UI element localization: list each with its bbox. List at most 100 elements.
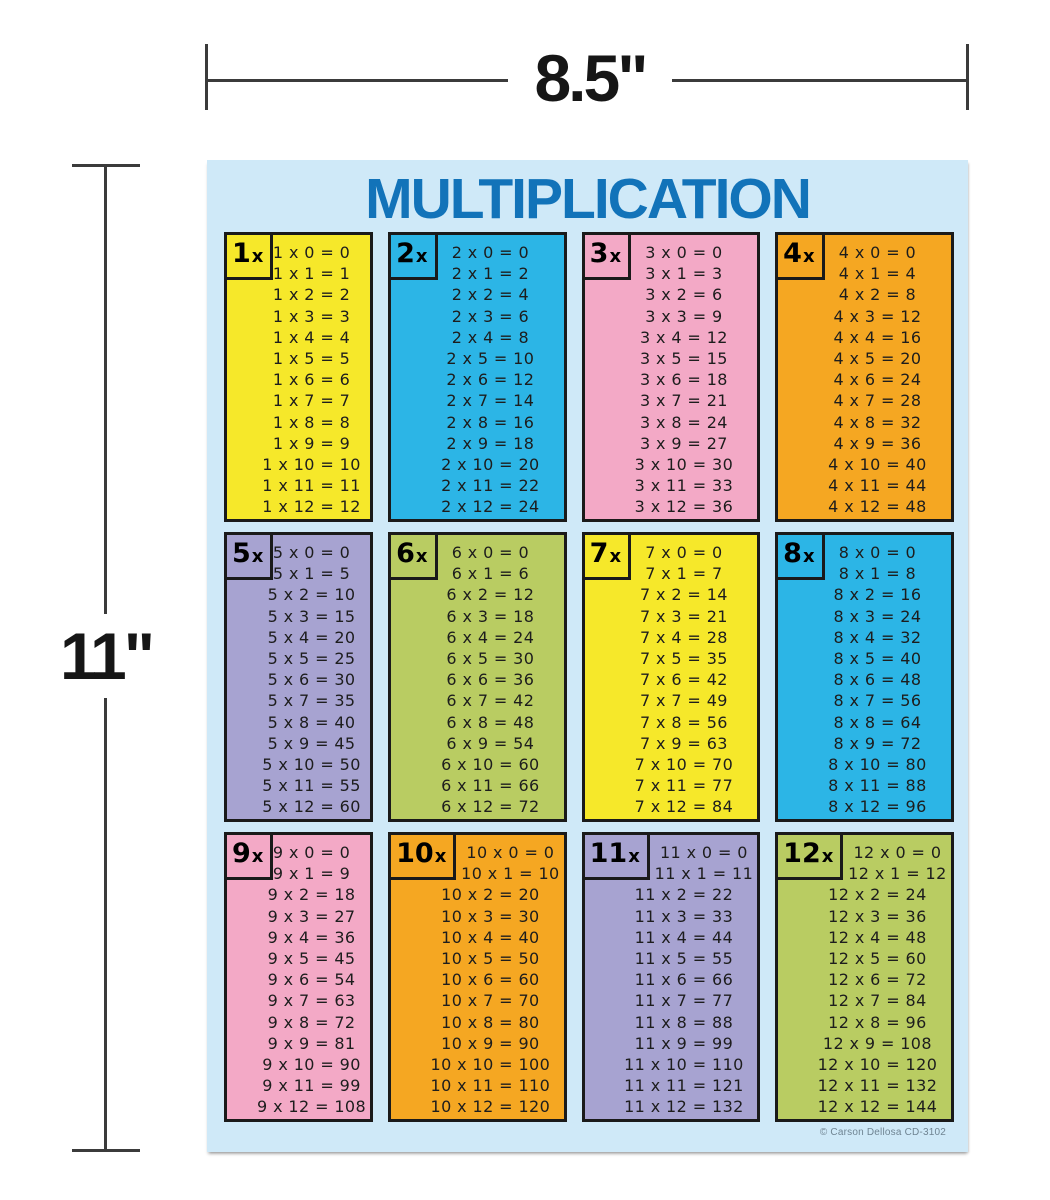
fact-line: 3 x 4 = 12 (639, 327, 728, 347)
fact-line: 7 x 1 = 7 (645, 564, 723, 584)
fact-line: 9 x 6 = 54 (267, 970, 356, 990)
fact-line: 9 x 2 = 18 (267, 885, 356, 905)
fact-line: 6 x 1 = 6 (451, 564, 530, 584)
panel-label: 4x (775, 232, 825, 280)
fact-line: 3 x 0 = 0 (645, 243, 723, 262)
panel-label: 3x (581, 232, 632, 280)
fact-line: 2 x 10 = 20 (441, 455, 540, 475)
fact-line: 5 x 6 = 30 (267, 670, 356, 690)
fact-line: 10 x 5 = 50 (441, 949, 540, 969)
fact-line: 1 x 8 = 8 (272, 412, 351, 432)
fact-line: 11 x 12 = 132 (624, 1097, 744, 1117)
times-symbol: x (434, 846, 447, 867)
fact-line: 12 x 7 = 84 (828, 991, 927, 1011)
fact-line: 4 x 1 = 4 (838, 264, 917, 284)
fact-line: 2 x 8 = 16 (446, 412, 535, 432)
fact-line: 11 x 6 = 66 (634, 970, 734, 990)
times-symbol: x (821, 846, 834, 867)
panel-factor: 5 (232, 538, 251, 569)
fact-line: 1 x 10 = 10 (262, 455, 361, 475)
fact-line: 8 x 7 = 56 (833, 691, 922, 711)
panel-label: 2x (388, 232, 438, 280)
fact-line: 9 x 8 = 72 (267, 1012, 356, 1032)
fact-line: 2 x 0 = 0 (451, 243, 530, 262)
panel-factor: 4 (783, 238, 802, 269)
fact-line: 12 x 9 = 108 (822, 1033, 932, 1053)
fact-line: 12 x 1 = 12 (848, 864, 947, 884)
fact-line: 7 x 6 = 42 (639, 670, 728, 690)
times-symbol: x (251, 246, 264, 267)
fact-line: 11 x 1 = 11 (654, 864, 754, 884)
fact-line: 12 x 0 = 0 (853, 843, 942, 862)
fact-line: 11 x 5 = 55 (634, 949, 734, 969)
fact-line: 3 x 7 = 21 (639, 391, 728, 411)
fact-line: 10 x 6 = 60 (441, 970, 540, 990)
times-table-panel-11x: 11x 11 x 0 = 0 11 x 1 = 11 11 x 2 = 22 11 x… (581, 832, 761, 1122)
fact-line: 9 x 10 = 90 (262, 1055, 361, 1075)
panel-factor: 8 (783, 538, 802, 569)
fact-line: 6 x 6 = 36 (446, 670, 535, 690)
times-symbol: x (802, 546, 815, 567)
fact-line: 10 x 9 = 90 (441, 1033, 540, 1053)
fact-line: 3 x 2 = 6 (645, 285, 723, 305)
times-symbol: x (415, 246, 428, 267)
fact-line: 2 x 6 = 12 (446, 370, 535, 390)
fact-line: 8 x 3 = 24 (833, 606, 922, 626)
fact-line: 10 x 3 = 30 (441, 906, 540, 926)
fact-line: 4 x 0 = 0 (838, 243, 917, 262)
fact-line: 6 x 0 = 0 (451, 543, 530, 562)
fact-line: 7 x 3 = 21 (639, 606, 728, 626)
fact-line: 11 x 0 = 0 (659, 843, 748, 862)
fact-line: 2 x 3 = 6 (451, 306, 530, 326)
times-symbol: x (609, 546, 622, 567)
facts-list: 11 x 0 = 0 11 x 1 = 11 11 x 2 = 22 11 x 3 =… (585, 835, 758, 1118)
fact-line: 4 x 3 = 12 (833, 306, 922, 326)
fact-line: 9 x 0 = 0 (272, 843, 351, 862)
fact-line: 5 x 11 = 55 (262, 776, 361, 796)
fact-line: 4 x 10 = 40 (828, 455, 927, 475)
fact-line: 3 x 10 = 30 (634, 455, 734, 475)
fact-line: 11 x 3 = 33 (634, 906, 734, 926)
fact-line: 9 x 12 = 108 (257, 1097, 367, 1117)
fact-line: 7 x 9 = 63 (639, 733, 728, 753)
fact-line: 3 x 12 = 36 (634, 497, 734, 517)
fact-line: 8 x 1 = 8 (838, 564, 917, 584)
fact-line: 4 x 12 = 48 (828, 497, 927, 517)
fact-line: 8 x 8 = 64 (833, 712, 922, 732)
fact-line: 3 x 6 = 18 (639, 370, 728, 390)
fact-line: 5 x 12 = 60 (262, 797, 361, 817)
panel-label: 11x (581, 832, 650, 880)
copyright-text: © Carson Dellosa CD-3102 (819, 1127, 946, 1138)
fact-line: 11 x 10 = 110 (624, 1055, 744, 1075)
fact-line: 11 x 4 = 44 (634, 927, 734, 947)
fact-line: 8 x 10 = 80 (828, 755, 927, 775)
fact-line: 3 x 1 = 3 (645, 264, 723, 284)
fact-line: 2 x 4 = 8 (451, 327, 530, 347)
times-symbol: x (251, 546, 264, 567)
fact-line: 3 x 11 = 33 (634, 476, 734, 496)
fact-line: 5 x 0 = 0 (272, 543, 351, 562)
dimension-tick-right (966, 44, 969, 110)
fact-line: 12 x 10 = 120 (817, 1055, 938, 1075)
fact-line: 10 x 12 = 120 (430, 1097, 551, 1117)
fact-line: 3 x 9 = 27 (639, 433, 728, 453)
fact-line: 5 x 4 = 20 (267, 627, 356, 647)
fact-line: 12 x 5 = 60 (828, 949, 927, 969)
fact-line: 12 x 11 = 132 (817, 1076, 938, 1096)
fact-line: 7 x 10 = 70 (634, 755, 734, 775)
fact-line: 9 x 9 = 81 (267, 1033, 356, 1053)
fact-line: 10 x 8 = 80 (441, 1012, 540, 1032)
panel-label: 8x (775, 532, 825, 580)
panel-factor: 10 (396, 838, 434, 869)
fact-line: 12 x 4 = 48 (828, 927, 927, 947)
